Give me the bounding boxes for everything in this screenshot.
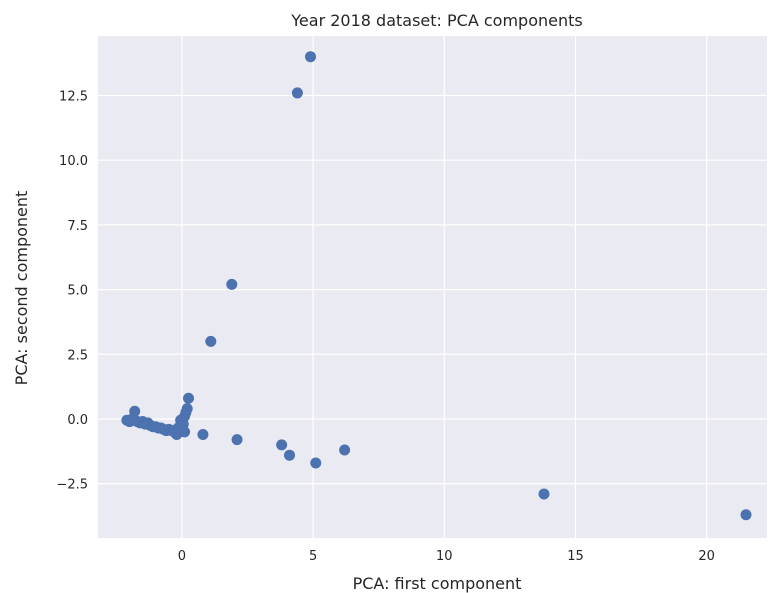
x-axis-ticks: 0 5 10 15 20 [178, 549, 715, 564]
data-point [276, 439, 288, 451]
y-axis-ticks: −2.5 0.0 2.5 5.0 7.5 10.0 12.5 [56, 90, 88, 493]
x-tick-label: 20 [698, 549, 715, 564]
data-point [538, 488, 550, 500]
data-point [181, 403, 193, 415]
data-point [205, 335, 217, 347]
data-point [197, 428, 209, 440]
plot-area [98, 36, 767, 538]
data-point [129, 405, 141, 417]
data-points [121, 51, 752, 521]
y-tick-label: −2.5 [56, 478, 88, 493]
chart-title: Year 2018 dataset: PCA components [290, 11, 582, 30]
y-tick-label: 2.5 [67, 348, 88, 363]
x-tick-label: 10 [436, 549, 453, 564]
x-tick-label: 0 [178, 549, 186, 564]
data-point [231, 434, 243, 446]
data-point [183, 392, 195, 404]
data-point [310, 457, 322, 469]
y-tick-label: 5.0 [67, 284, 88, 299]
y-tick-label: 7.5 [67, 219, 88, 234]
x-axis-label: PCA: first component [353, 574, 522, 593]
y-tick-label: 12.5 [59, 90, 88, 105]
y-axis-label: PCA: second component [12, 191, 31, 386]
data-point [179, 426, 191, 438]
grid-lines [98, 36, 767, 538]
x-tick-label: 5 [309, 549, 317, 564]
data-point [284, 449, 296, 461]
x-tick-label: 15 [567, 549, 584, 564]
y-tick-label: 0.0 [67, 413, 88, 428]
y-tick-label: 10.0 [59, 154, 88, 169]
data-point [339, 444, 351, 456]
data-point [305, 51, 317, 63]
data-point [291, 87, 303, 99]
data-point [226, 278, 238, 290]
data-point [740, 509, 752, 521]
